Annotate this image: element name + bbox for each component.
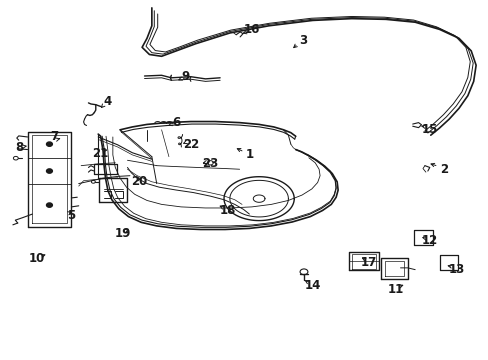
Text: 19: 19 [114,227,130,240]
Text: 9: 9 [182,69,190,82]
Text: 12: 12 [421,234,437,247]
Text: 22: 22 [183,138,199,150]
Circle shape [46,203,52,207]
Text: 21: 21 [92,147,108,159]
Text: 11: 11 [387,283,403,296]
Text: 18: 18 [219,204,235,217]
Text: 5: 5 [67,210,75,222]
Text: 15: 15 [421,123,437,136]
Text: 14: 14 [304,279,320,292]
Text: 23: 23 [202,157,218,170]
Text: 3: 3 [298,33,306,47]
Text: 16: 16 [243,23,260,36]
Text: 1: 1 [245,148,253,161]
Text: 8: 8 [15,141,23,154]
Text: 10: 10 [29,252,45,265]
Text: 17: 17 [360,256,376,269]
Text: 7: 7 [50,130,58,144]
Text: 4: 4 [103,95,112,108]
Circle shape [46,169,52,173]
Circle shape [46,142,52,146]
Text: 20: 20 [131,175,147,188]
Text: 13: 13 [447,263,464,276]
Text: 6: 6 [172,116,180,129]
Text: 2: 2 [440,163,447,176]
